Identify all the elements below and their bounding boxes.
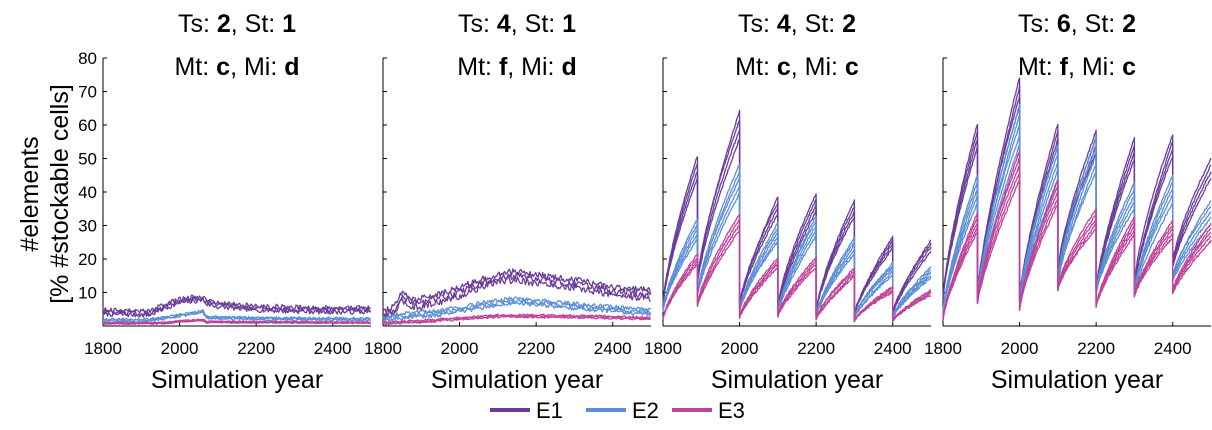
series-e1-line: [662, 109, 932, 316]
panels: Ts: 2, St: 1 Mt: c, Mi: d 10 20 30 40 50 60 70 80…: [78, 10, 1212, 394]
panel-title-line2: Mt: f, Mi: d: [457, 53, 576, 81]
series-e1-line: [662, 129, 932, 316]
y-axis-title: #elements [% #stockable cells]: [16, 84, 74, 304]
x-tick-label: 2200: [237, 339, 275, 358]
panel-4: Ts: 6, St: 2 Mt: f, Mi: c 1800 2000 2200 2400…: [924, 10, 1212, 394]
x-tick-label: 2000: [1001, 339, 1039, 358]
y-tick-label: 40: [78, 183, 97, 202]
series-e2-line: [662, 192, 932, 320]
series-e1-line: [102, 296, 371, 317]
series-e3-line: [102, 318, 371, 324]
y-tick-label: 50: [78, 150, 97, 169]
y-tick-label: 10: [78, 284, 97, 303]
panel-title-line2: Mt: c, Mi: d: [174, 53, 299, 81]
series-e1-line: [102, 298, 372, 318]
series-e2-line: [942, 103, 1212, 312]
x-tick-label: 2400: [594, 339, 632, 358]
legend: E1 E2 E3: [490, 398, 745, 423]
series-e3-line: [662, 213, 932, 323]
series-e3-line: [942, 179, 1212, 321]
series-e3-line: [942, 164, 1211, 320]
y-axis-title-line2: [% #stockable cells]: [46, 84, 74, 304]
y-tick-label: 80: [78, 49, 97, 68]
series-e2-line: [102, 308, 371, 321]
legend-label-e2: E2: [632, 398, 659, 423]
series-e1-line: [102, 294, 371, 314]
plot-area: [382, 268, 652, 326]
series-e1-line: [382, 268, 652, 314]
series-e2-line: [942, 114, 1212, 313]
series-e2-line: [942, 135, 1212, 314]
y-axis-title-line1: #elements: [16, 136, 44, 251]
series-e1-line: [382, 276, 652, 321]
legend-label-e1: E1: [536, 398, 563, 423]
series-e3-line: [382, 315, 651, 326]
panel-title-line2: Mt: f, Mi: c: [1018, 53, 1136, 81]
x-tick-label: 1800: [644, 339, 682, 358]
panel-title-line1: Ts: 2, St: 1: [178, 10, 296, 38]
x-tick-label: 2000: [721, 339, 759, 358]
y-tick-label: 20: [78, 250, 97, 269]
series-e3-line: [942, 151, 1212, 319]
series-e1-line: [942, 77, 1212, 300]
x-tick-label: 1800: [364, 339, 402, 358]
x-tick-label: 2400: [874, 339, 912, 358]
series-e3-line: [942, 172, 1212, 321]
plot-area: [102, 294, 372, 326]
plot-area: [662, 109, 932, 323]
y-tick-label: 60: [78, 116, 97, 135]
x-tick-label: 2400: [1154, 339, 1192, 358]
series-e3-line: [662, 224, 932, 323]
panel-1: Ts: 2, St: 1 Mt: c, Mi: d 10 20 30 40 50 60 70 80…: [78, 10, 372, 394]
series-e2-line: [662, 184, 932, 319]
x-axis-title: Simulation year: [711, 366, 883, 394]
y-tick-label: 30: [78, 217, 97, 236]
plot-area: [942, 77, 1212, 321]
series-e3-line: [942, 156, 1212, 320]
x-tick-label: 2200: [1077, 339, 1115, 358]
panel-2: Ts: 4, St: 1 Mt: f, Mi: d 1800 2000 2200 2400…: [364, 10, 652, 394]
series-e2-line: [662, 163, 932, 318]
legend-label-e3: E3: [718, 398, 745, 423]
series-e1-line: [942, 85, 1212, 300]
series-e3-line: [662, 228, 932, 323]
series-e2-line: [382, 296, 651, 321]
series-e1-line: [662, 138, 932, 316]
panel-title-line1: Ts: 6, St: 2: [1018, 10, 1136, 38]
x-tick-label: 2200: [517, 339, 555, 358]
panel-3: Ts: 4, St: 2 Mt: c, Mi: c 1800 2000 2200 2400…: [644, 10, 932, 394]
panel-title-line1: Ts: 4, St: 1: [458, 10, 576, 38]
series-e2-line: [942, 143, 1212, 315]
x-tick-label: 1800: [84, 339, 122, 358]
x-tick-label: 2000: [161, 339, 199, 358]
panel-title-line1: Ts: 4, St: 2: [738, 10, 856, 38]
x-tick-label: 1800: [924, 339, 962, 358]
x-axis-title: Simulation year: [151, 366, 323, 394]
x-tick-label: 2400: [314, 339, 352, 358]
x-axis-title: Simulation year: [431, 366, 603, 394]
y-tick-label: 70: [78, 83, 97, 102]
x-tick-label: 2000: [441, 339, 479, 358]
x-tick-label: 2200: [797, 339, 835, 358]
x-axis-title: Simulation year: [991, 366, 1163, 394]
series-e3-line: [382, 313, 651, 324]
panel-title-line2: Mt: c, Mi: c: [735, 53, 859, 81]
